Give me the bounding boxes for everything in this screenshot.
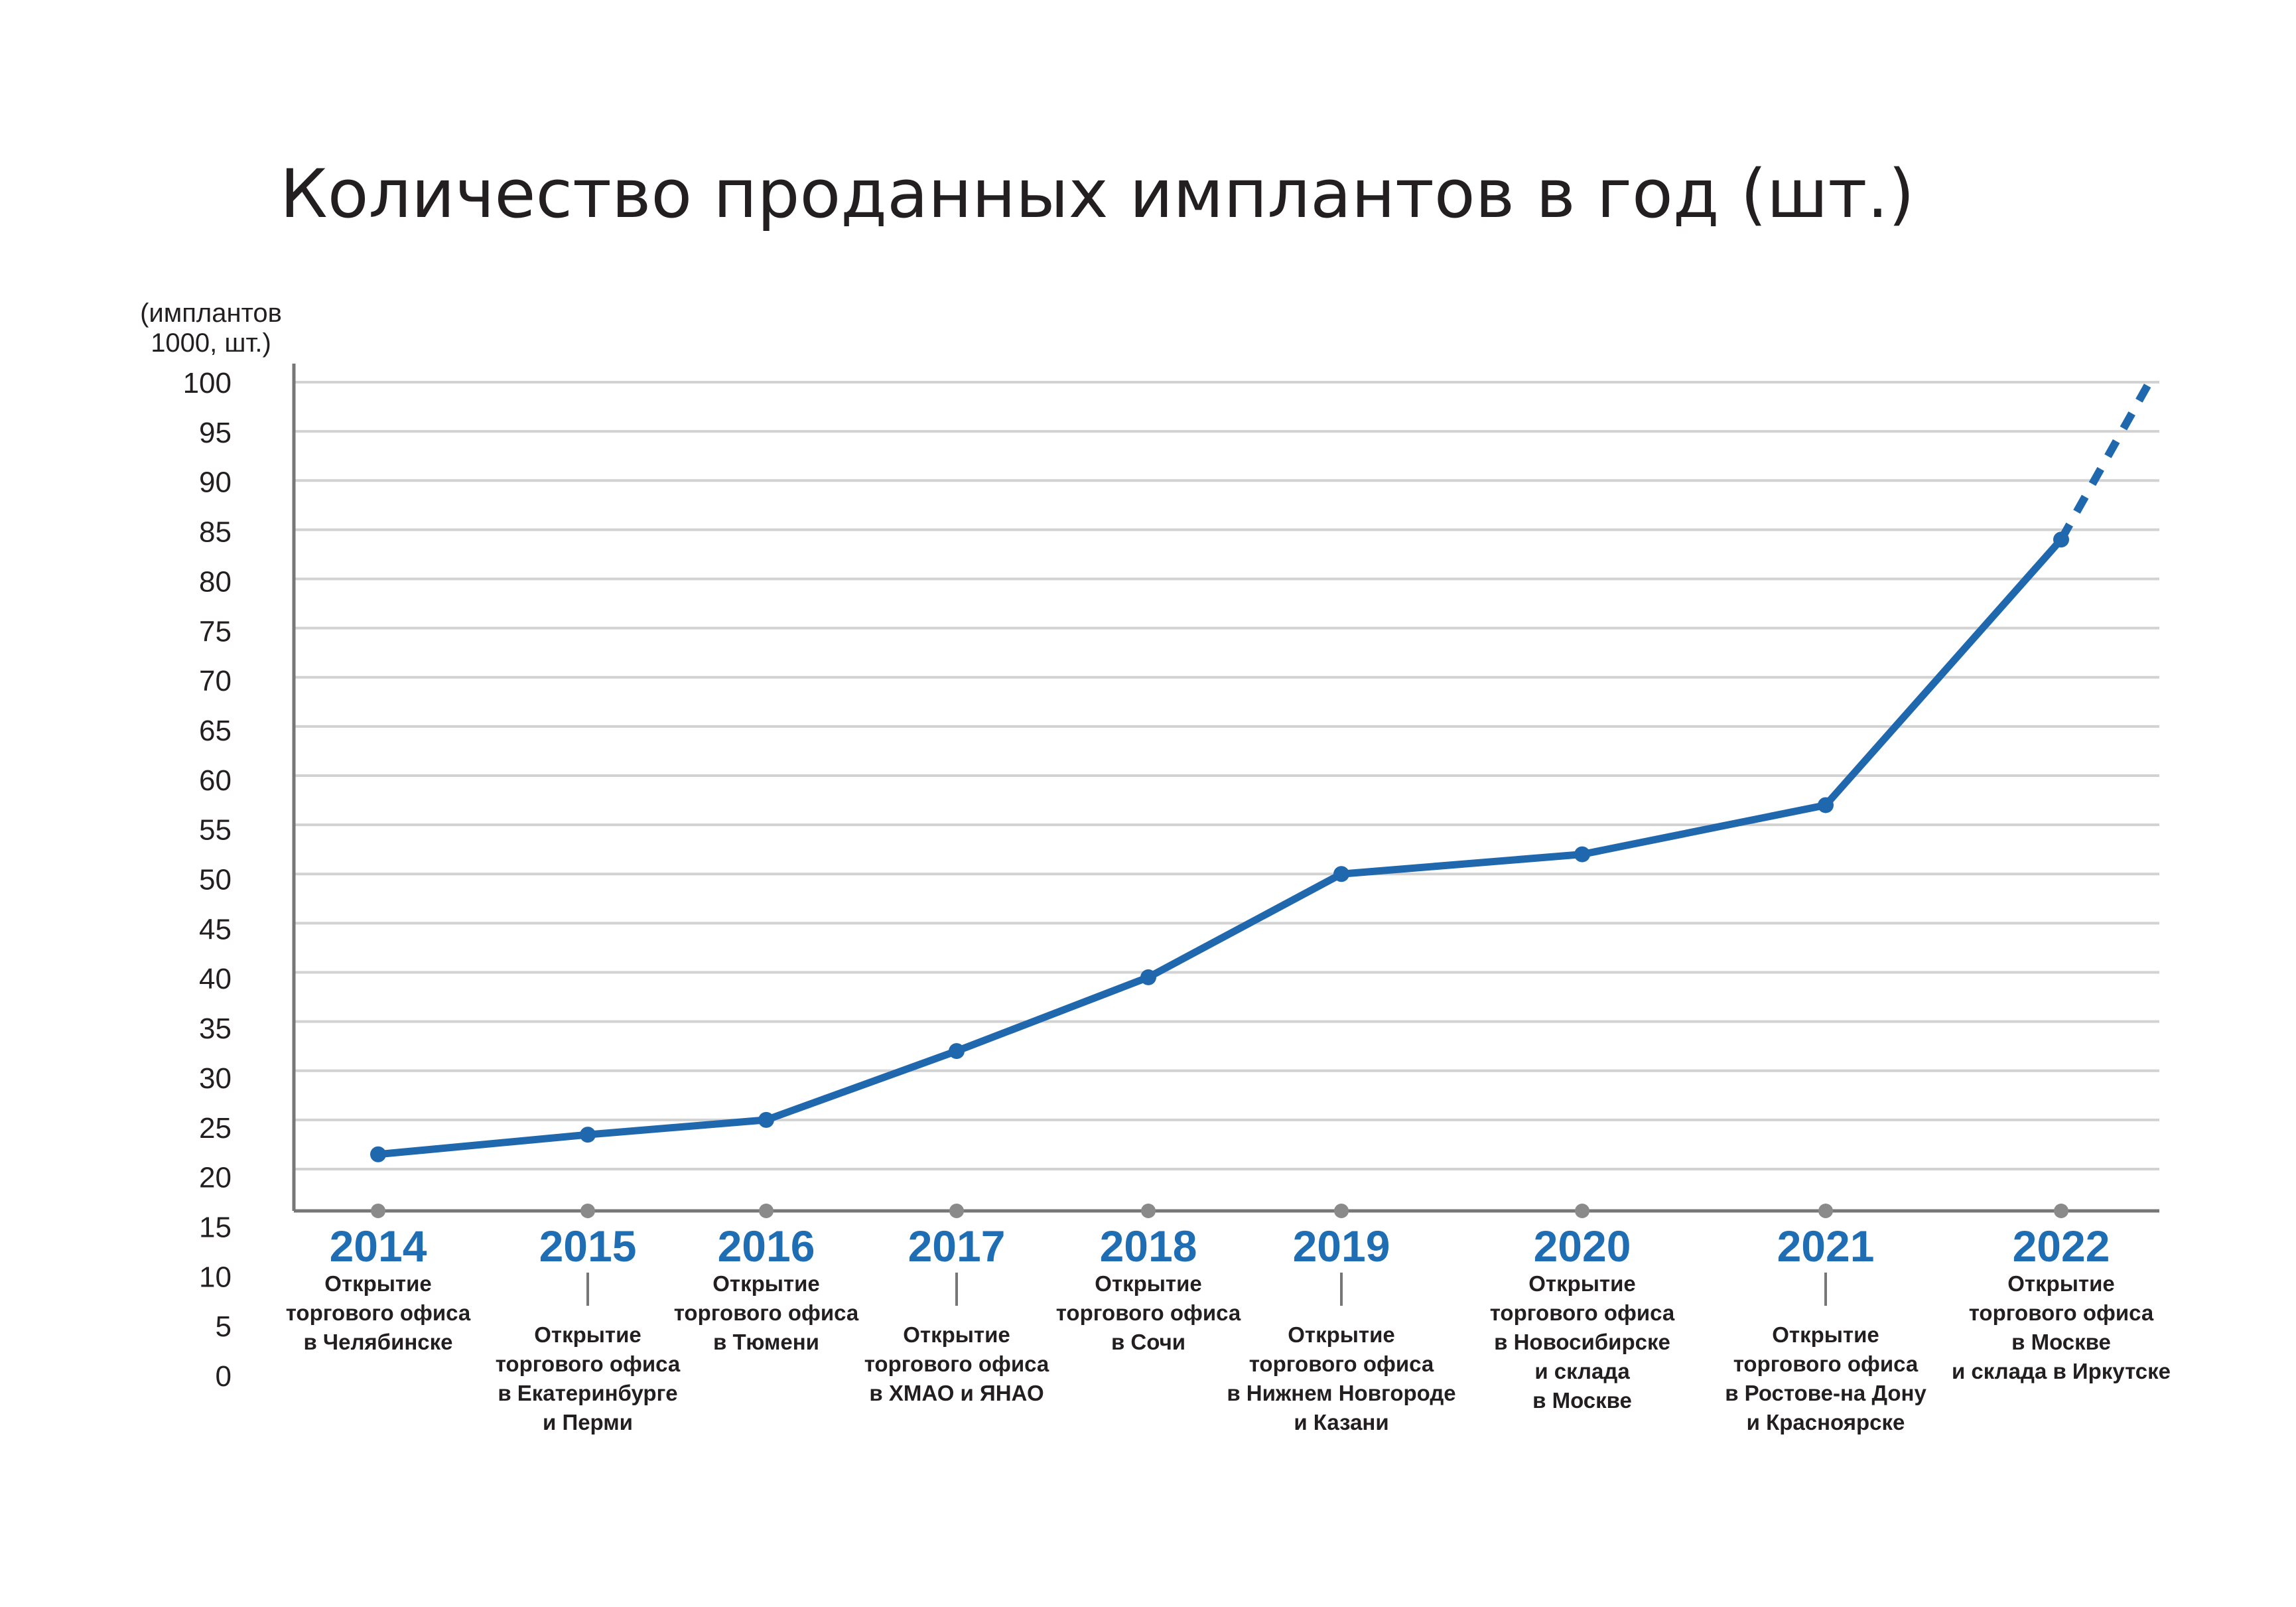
annotation-line: Открытие [903, 1322, 1010, 1347]
year-label: 2018 [1100, 1222, 1197, 1271]
chart-title: Количество проданных имплантов в год (шт… [280, 155, 1915, 233]
annotation-line: торгового офиса [1490, 1300, 1675, 1325]
y-tick-label: 40 [199, 963, 232, 995]
annotation-line: Открытие [534, 1322, 642, 1347]
y-tick-label: 15 [199, 1211, 232, 1243]
annotation-line: торгового офиса [1969, 1300, 2154, 1325]
annotation-line: в Тюмени [713, 1330, 819, 1354]
data-point [370, 1146, 386, 1162]
y-tick-label: 85 [199, 516, 232, 549]
annotation-line: торгового офиса [1249, 1352, 1434, 1376]
annotation-line: в Москве [1532, 1388, 1632, 1413]
annotation-line: Открытие [1288, 1322, 1395, 1347]
grid-lines [294, 381, 2159, 1170]
x-axis-marker [1141, 1204, 1156, 1218]
x-axis-markers [371, 1204, 2068, 1218]
y-unit-line-2: 1000, шт.) [151, 328, 271, 358]
year-label: 2020 [1534, 1222, 1631, 1271]
year-label: 2016 [718, 1222, 815, 1271]
annotation-line: в Москве [2011, 1330, 2111, 1354]
y-tick-label: 5 [216, 1310, 232, 1343]
x-axis-marker [759, 1204, 774, 1218]
annotation-line: и склада в Иркутске [1952, 1359, 2171, 1383]
y-tick-label: 60 [199, 764, 232, 797]
y-tick-label: 100 [183, 367, 232, 399]
annotation-line: Открытие [2007, 1271, 2115, 1296]
annotation-line: в Челябинске [303, 1330, 452, 1354]
annotation-line: в Новосибирске [1494, 1330, 1670, 1354]
annotation-line: торгового офиса [1733, 1352, 1919, 1376]
annotation-line: Открытие [324, 1271, 432, 1296]
y-tick-label: 10 [199, 1261, 232, 1293]
annotation-line: и Казани [1294, 1410, 1388, 1434]
y-tick-label: 45 [199, 913, 232, 945]
annotation-line: Открытие [712, 1271, 820, 1296]
y-tick-label: 55 [199, 814, 232, 847]
data-point [1140, 969, 1156, 985]
annotation-line: торгового офиса [496, 1352, 681, 1376]
year-label: 2014 [330, 1222, 427, 1271]
y-tick-label: 35 [199, 1013, 232, 1045]
x-axis-marker [1334, 1204, 1349, 1218]
x-axis-marker [371, 1204, 385, 1218]
series-line [370, 380, 2153, 1162]
y-tick-label: 30 [199, 1062, 232, 1095]
year-label: 2022 [2013, 1222, 2110, 1271]
y-tick-label: 70 [199, 665, 232, 697]
y-tick-label: 25 [199, 1112, 232, 1145]
annotation-line: и Перми [543, 1410, 633, 1434]
y-tick-label: 65 [199, 715, 232, 747]
data-point [2053, 531, 2069, 548]
x-axis-marker [2054, 1204, 2068, 1218]
y-tick-label: 80 [199, 565, 232, 598]
annotation-line: Открытие [1095, 1271, 1202, 1296]
annotation-line: в ХМАО и ЯНАО [869, 1381, 1044, 1405]
series-polyline [374, 535, 2065, 1158]
annotation-line: в Сочи [1111, 1330, 1185, 1354]
x-axis-marker [580, 1204, 595, 1218]
y-tick-label: 0 [216, 1360, 232, 1393]
data-point [949, 1043, 965, 1060]
y-tick-label: 50 [199, 864, 232, 896]
year-labels: 2014 2015 2016 2017 2018 2019 2020 2021 2022 [330, 1222, 2110, 1271]
y-tick-label: 20 [199, 1162, 232, 1194]
y-tick-label: 75 [199, 615, 232, 648]
year-label: 2017 [908, 1222, 1006, 1271]
data-point [1574, 846, 1590, 863]
annotation-line: Открытие [1528, 1271, 1636, 1296]
annotation-line: торгового офиса [674, 1300, 859, 1325]
x-axis-marker [1575, 1204, 1589, 1218]
year-label: 2015 [539, 1222, 637, 1271]
annotation-line: в Ростове-на Дону [1725, 1381, 1926, 1405]
event-annotations: Открытие торгового офиса в Челябинске Откры… [286, 1271, 2171, 1434]
data-point [758, 1111, 774, 1128]
annotation-line: Открытие [1772, 1322, 1879, 1347]
annotation-line: торгового офиса [286, 1300, 471, 1325]
x-axis-marker [1818, 1204, 1833, 1218]
x-axis-marker [949, 1204, 964, 1218]
annotation-line: в Нижнем Новгороде [1227, 1381, 1455, 1405]
y-tick-label: 90 [199, 466, 232, 499]
annotation-line: торгового офиса [864, 1352, 1049, 1376]
annotation-line: и Красноярске [1747, 1410, 1905, 1434]
annotation-line: и склада [1534, 1359, 1630, 1383]
year-label: 2019 [1293, 1222, 1390, 1271]
data-point [1333, 866, 1349, 882]
projection-dashed-line [2057, 380, 2153, 542]
y-axis-ticks: 0 5 10 15 20 25 30 35 40 45 50 55 60 65 70 75 80 85 90 95 10… [183, 367, 232, 1393]
y-unit-label: (имплантов 1000, шт.) [140, 299, 282, 358]
data-point [580, 1127, 596, 1143]
y-tick-label: 95 [199, 417, 232, 449]
y-unit-line-1: (имплантов [140, 299, 282, 328]
axes [292, 364, 2159, 1213]
annotation-line: в Екатеринбурге [498, 1381, 677, 1405]
data-point [1818, 797, 1834, 813]
annotation-line: торгового офиса [1056, 1300, 1241, 1325]
year-label: 2021 [1777, 1222, 1875, 1271]
